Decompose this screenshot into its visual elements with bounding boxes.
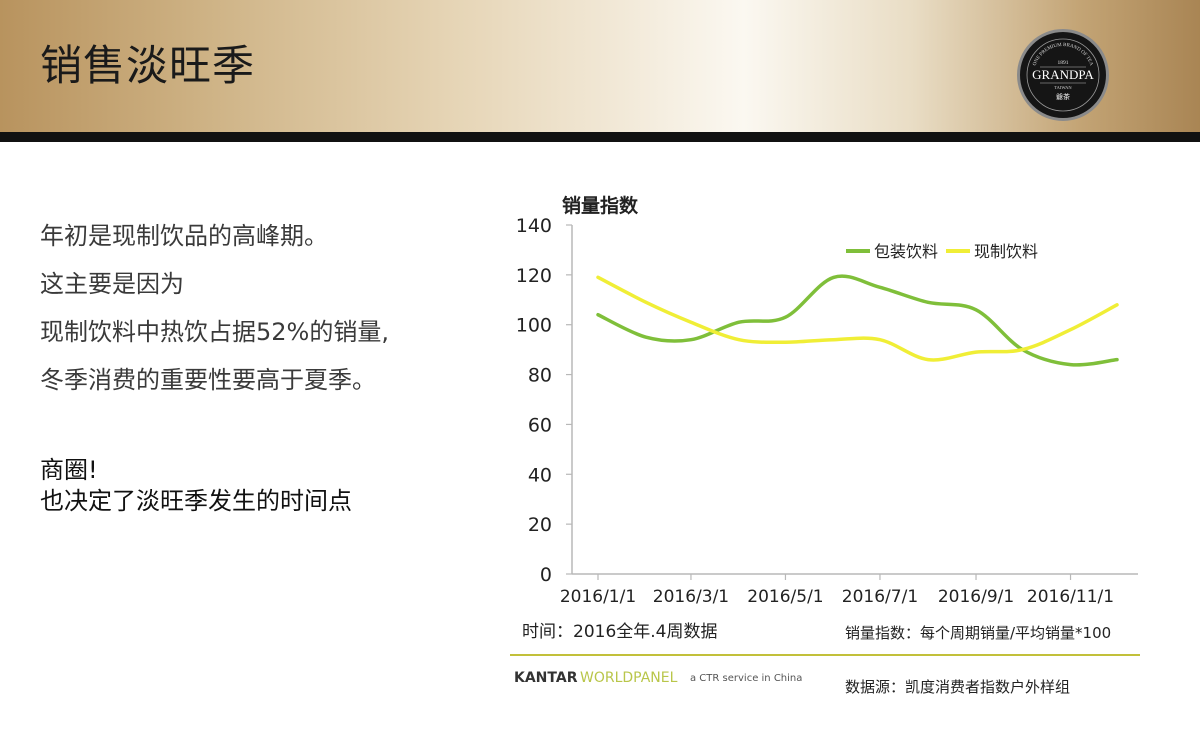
logo-brand: GRANDPA: [1032, 67, 1094, 82]
grandpa-logo: ONE PREMIUM BRAND OF TEA 1891 GRANDPA TA…: [1017, 29, 1109, 121]
index-note: 销量指数：每个周期销量/平均销量*100: [845, 624, 1111, 642]
explanation-text: 年初是现制饮品的高峰期。 这主要是因为 现制饮料中热饮占据52%的销量, 冬季消…: [40, 218, 389, 410]
legend-label: 包装饮料: [874, 242, 938, 261]
series-line-1: [596, 274, 1119, 367]
text-line: 年初是现制饮品的高峰期。: [40, 222, 328, 250]
logo-year: 1891: [1058, 60, 1069, 66]
logo-region: TAIWAN: [1054, 85, 1072, 90]
time-note: 时间：2016全年.4周数据: [522, 622, 717, 642]
header-banner: [0, 0, 1200, 132]
x-tick-label: 2016/11/1: [1027, 587, 1114, 607]
note-text: 商圈! 也决定了淡旺季发生的时间点: [40, 455, 352, 517]
y-tick-label: 20: [528, 514, 552, 536]
source-note: 数据源：凯度消费者指数户外样组: [845, 678, 1070, 696]
y-tick-label: 100: [516, 315, 552, 337]
x-tick-label: 2016/7/1: [842, 587, 918, 607]
kantar-ctr-text: a CTR service in China: [690, 673, 802, 684]
x-tick-label: 2016/1/1: [560, 587, 636, 607]
y-tick-label: 60: [528, 414, 552, 436]
text-line: 这主要是因为: [40, 270, 184, 298]
text-line: 现制饮料中热饮占据52%的销量,: [40, 318, 389, 346]
logo-cn-text: 爺茶: [1056, 92, 1070, 101]
y-tick-label: 80: [528, 365, 552, 387]
y-tick-label: 120: [516, 265, 552, 287]
note-line: 也决定了淡旺季发生的时间点: [40, 487, 352, 515]
y-tick-label: 40: [528, 464, 552, 486]
header-divider: [0, 132, 1200, 142]
sales-index-chart: 销量指数 0 20 40 60 80 100 120 140 2016/1/1 2016/3/1…: [510, 194, 1140, 696]
page-title: 销售淡旺季: [40, 41, 256, 90]
y-tick-label: 0: [540, 564, 552, 586]
x-tick-label: 2016/5/1: [747, 587, 823, 607]
kantar-name: KANTAR: [514, 670, 578, 686]
note-line: 商圈!: [40, 456, 98, 484]
y-axis-label: 销量指数: [562, 194, 639, 217]
kantar-worldpanel: WORLDPANEL: [580, 670, 678, 686]
x-tick-label: 2016/3/1: [653, 587, 729, 607]
legend-label: 现制饮料: [974, 242, 1038, 261]
y-tick-label: 140: [516, 215, 552, 237]
series-line-2: [596, 275, 1119, 362]
x-tick-label: 2016/9/1: [938, 587, 1014, 607]
text-line: 冬季消费的重要性要高于夏季。: [40, 366, 376, 394]
